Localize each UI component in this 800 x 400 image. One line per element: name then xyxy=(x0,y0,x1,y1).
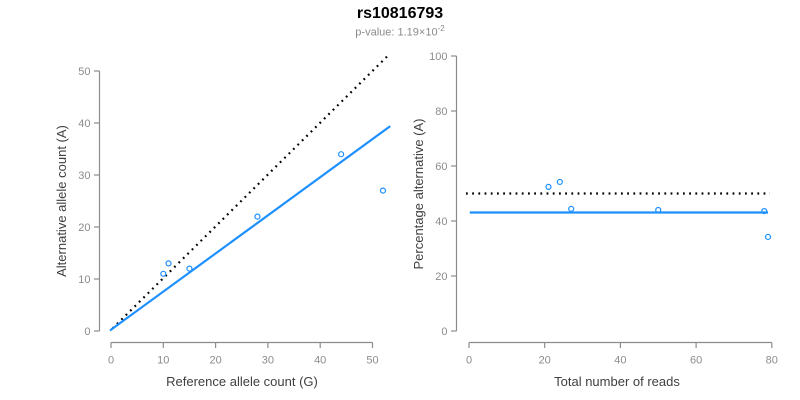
data-point xyxy=(545,183,552,190)
y-tick-label: 20 xyxy=(78,222,90,234)
data-point xyxy=(379,187,387,194)
y-tick-label: 60 xyxy=(435,161,447,173)
data-point xyxy=(764,233,772,241)
data-point xyxy=(160,270,167,277)
percentage-vs-reads-plot: 0 20 40 60 80 0 20 40 60 80 100 Total number of rea… xyxy=(411,51,778,389)
y-axis-label: Percentage alternative (A) xyxy=(411,118,426,269)
x-tick-label: 30 xyxy=(262,355,274,367)
y-axis-label: Alternative allele count (A) xyxy=(54,125,69,277)
x-tick-label: 0 xyxy=(108,355,114,367)
data-point xyxy=(655,206,662,214)
y-tick-label: 50 xyxy=(78,66,90,78)
p-value-exponent: -2 xyxy=(437,24,445,33)
x-tick-label: 0 xyxy=(466,355,472,367)
x-tick-label: 20 xyxy=(209,355,221,367)
y-tick-label: 0 xyxy=(441,326,447,338)
data-point xyxy=(556,178,563,186)
data-point xyxy=(338,151,345,158)
data-point xyxy=(165,260,172,267)
y-tick-label: 40 xyxy=(78,118,90,130)
allele-counts-plot: 0 10 20 30 40 50 0 10 20 30 40 50 Reference allele c… xyxy=(54,54,391,389)
x-tick-label: 20 xyxy=(539,355,551,367)
x-tick-label: 40 xyxy=(314,355,326,367)
data-point xyxy=(568,205,575,212)
x-axis-label: Total number of reads xyxy=(554,374,680,389)
y-tick-label: 40 xyxy=(435,216,447,228)
y-tick-label: 10 xyxy=(78,274,90,286)
y-tick-label: 80 xyxy=(435,106,447,118)
y-tick-label: 20 xyxy=(435,271,447,283)
p-value-text: p-value: 1.19×10 xyxy=(355,26,438,39)
x-tick-label: 40 xyxy=(614,355,626,367)
y-tick-label: 0 xyxy=(84,326,90,338)
y-tick-label: 100 xyxy=(429,51,447,63)
x-tick-label: 10 xyxy=(157,355,169,367)
regression-line xyxy=(109,125,391,332)
x-tick-label: 50 xyxy=(366,355,378,367)
data-point xyxy=(761,208,768,215)
data-point xyxy=(254,213,261,220)
x-tick-label: 80 xyxy=(766,355,778,367)
x-axis-label: Reference allele count (G) xyxy=(166,374,318,389)
y-tick-label: 30 xyxy=(78,170,90,182)
x-tick-label: 60 xyxy=(690,355,702,367)
figure-subtitle: p-value: 1.19×10-2 xyxy=(0,24,800,39)
identity-line xyxy=(111,54,389,330)
figure-title: rs10816793 xyxy=(356,5,444,22)
data-point xyxy=(186,265,193,272)
